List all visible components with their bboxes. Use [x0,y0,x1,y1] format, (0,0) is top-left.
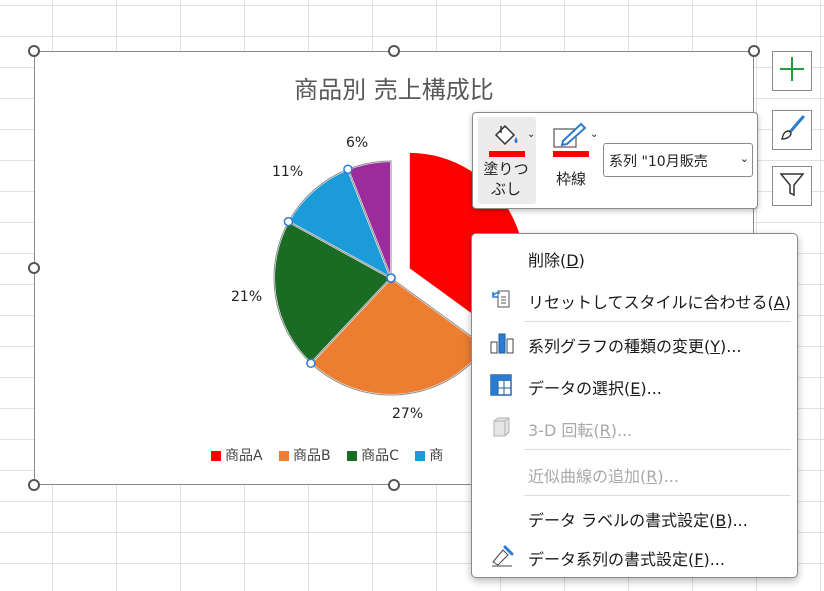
menu-item-accelerator: R [599,421,611,440]
chevron-down-icon[interactable]: ⌄ [527,129,536,140]
legend-swatch [211,451,221,461]
menu-item-change-chart-type[interactable]: 系列グラフの種類の変更(Y)... [472,326,797,360]
legend-item-a[interactable]: 商品A [211,445,263,465]
menu-item-accelerator: D [566,251,579,270]
legend-item-b[interactable]: 商品B [279,445,331,465]
plus-icon [779,56,805,86]
legend-label: 商 [429,448,444,464]
data-label-c[interactable]: 21% [231,289,263,305]
paint-bucket-icon [492,123,520,153]
bar-chart-icon [490,332,514,354]
legend-label: 商品A [225,448,263,464]
menu-item-suffix: ... [617,421,633,440]
legend-swatch [347,451,358,461]
menu-item-suffix: ... [726,337,742,356]
menu-item-add-trendline: 近似曲線の追加(R)... [528,467,679,486]
menu-item-label: 系列グラフの種類の変更 [528,337,705,356]
outline-color-bar [553,151,589,157]
fill-label: 塗りつ ぶし [481,159,531,199]
legend-swatch [279,451,290,461]
slice-selection-outline [273,220,392,364]
resize-handle-bottom-left[interactable] [28,479,40,491]
menu-item-3d-rotation: 3-D 回転(R)... [472,410,797,444]
menu-separator [524,449,791,450]
menu-item-accelerator: F [694,550,704,569]
data-label-d[interactable]: 11% [272,164,304,180]
resize-handle-top-left[interactable] [28,45,40,57]
menu-item-format-data-labels[interactable]: データ ラベルの書式設定(B)... [528,511,748,530]
pen-icon [553,121,587,153]
menu-separator [524,495,791,496]
context-menu: 削除(D) リセットしてスタイルに合わせる(A) 系列グラフの種類の変更(Y).… [471,233,798,578]
menu-item-format-data-series[interactable]: データ系列の書式設定(F)... [472,539,797,573]
menu-item-label: 近似曲線の追加 [528,467,641,486]
select-data-icon [490,374,512,396]
menu-item-accelerator: Y [710,337,721,356]
fill-label-line-1: 塗りつ [483,160,529,178]
brush-icon [778,114,806,146]
chart-styles-button[interactable] [772,110,812,150]
menu-item-label: 3-D 回転 [528,421,594,440]
menu-item-label: データの選択 [528,379,625,398]
legend-item-d[interactable]: 商 [415,445,443,465]
selection-point-handle[interactable] [343,164,353,174]
menu-item-accelerator: R [646,467,658,486]
legend-label: 商品B [293,448,331,464]
menu-item-suffix: ... [663,467,679,486]
menu-item-label: リセットしてスタイルに合わせる [528,293,768,312]
menu-item-suffix: ... [709,550,725,569]
outline-button[interactable]: ⌄ 枠線 [549,117,601,204]
menu-separator [524,321,791,322]
chevron-down-icon: ⌄ [739,152,749,165]
menu-item-accelerator: B [715,511,727,530]
chart-elements-button[interactable] [772,51,812,91]
series-select[interactable]: 系列 "10月販売 ⌄ [603,143,753,177]
outline-label: 枠線 [555,170,586,188]
selection-point-handle[interactable] [306,358,316,369]
menu-item-label: 削除 [528,251,561,270]
menu-item-suffix: ... [646,379,662,398]
fill-color-bar [489,151,525,157]
data-label-b[interactable]: 27% [392,406,424,422]
chart-filters-button[interactable] [772,166,812,206]
menu-item-accelerator: E [630,379,641,398]
menu-item-label: データ ラベルの書式設定 [528,511,710,530]
selection-point-handle[interactable] [283,216,294,227]
chart-title[interactable]: 商品別 売上構成比 [294,76,494,104]
filter-icon [779,171,805,201]
fill-label-line-2: ぶし [490,180,521,198]
resize-handle-top[interactable] [388,45,400,57]
resize-handle-left[interactable] [28,262,40,274]
menu-item-label: データ系列の書式設定 [528,550,689,569]
menu-item-select-data[interactable]: データの選択(E)... [472,368,797,402]
resize-handle-bottom[interactable] [388,479,400,491]
format-series-icon [490,545,514,567]
reset-style-icon [490,288,512,310]
menu-item-accelerator: A [773,293,785,312]
menu-item-reset-style[interactable]: リセットしてスタイルに合わせる(A) [472,282,797,316]
legend-swatch [415,451,426,461]
resize-handle-top-right[interactable] [748,45,760,57]
fill-button[interactable]: ⌄ 塗りつ ぶし [478,117,536,204]
legend-label: 商品C [361,448,399,464]
data-label-e[interactable]: 6% [346,135,369,151]
cube-icon [490,416,512,438]
menu-item-suffix: ... [732,511,748,530]
chevron-down-icon[interactable]: ⌄ [590,129,599,140]
legend-item-c[interactable]: 商品C [347,445,399,465]
format-mini-toolbar: ⌄ 塗りつ ぶし ⌄ 枠線 系列 "10月販売 ⌄ [472,112,758,209]
selection-point-handle[interactable] [386,273,396,283]
menu-item-delete[interactable]: 削除(D) [528,251,585,270]
chart-legend[interactable]: 商品A 商品B 商品C 商 [211,445,455,465]
series-select-value: 系列 "10月販売 [609,154,708,170]
